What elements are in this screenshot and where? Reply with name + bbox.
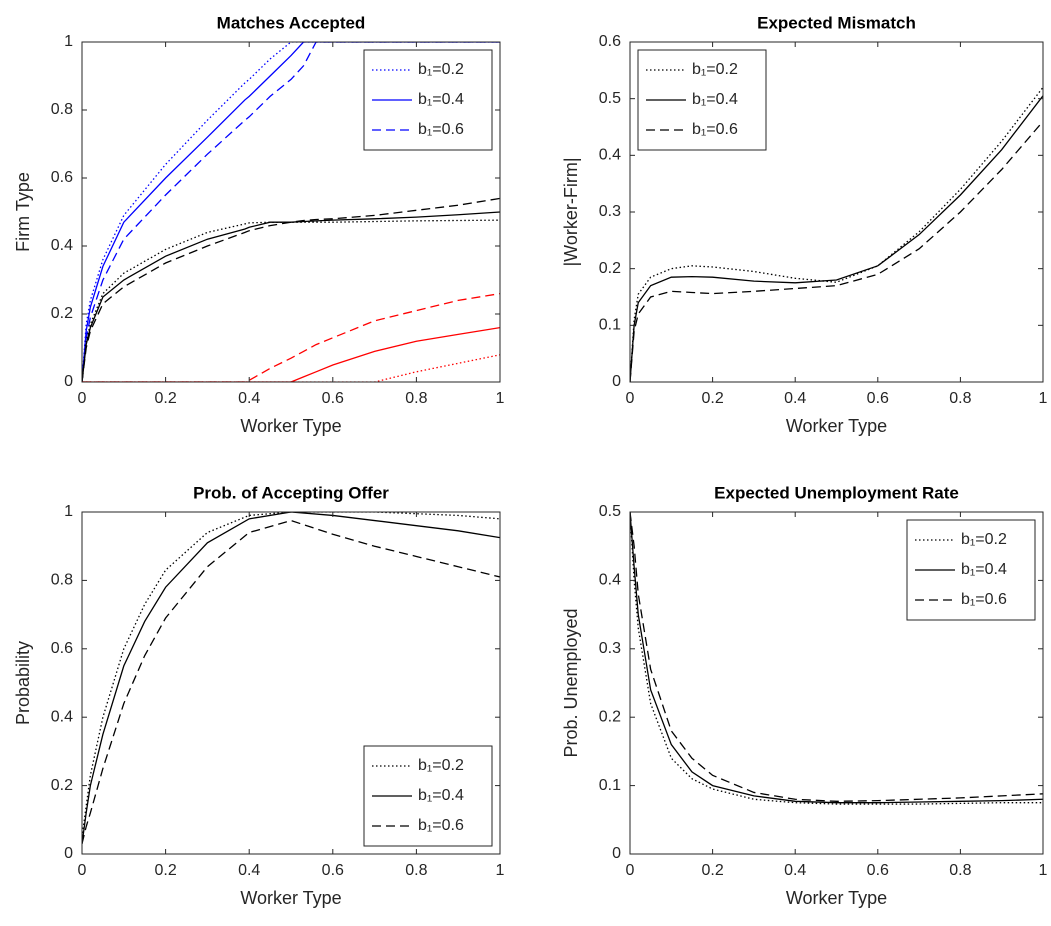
axes: 0 0.2 0.4 0.6 0.8 1 0 0.2 0.4 0.6 0.8 1 Prob. of Acc… bbox=[13, 483, 505, 907]
legend-label: b₁=0.4 bbox=[418, 91, 464, 108]
legend-label: b₁=0.6 bbox=[961, 591, 1007, 608]
series-line bbox=[82, 519, 500, 844]
chart-title: Prob. of Accepting Offer bbox=[193, 483, 389, 502]
legend-label: b₁=0.4 bbox=[418, 787, 464, 804]
series-line bbox=[82, 512, 500, 837]
x-tick-label: 0 bbox=[78, 390, 87, 407]
series-line bbox=[82, 219, 500, 382]
x-tick-label: 0.8 bbox=[949, 390, 971, 407]
y-tick-label: 0.3 bbox=[599, 203, 621, 220]
legend-label: b₁=0.2 bbox=[418, 757, 464, 774]
x-tick-label: 0.6 bbox=[867, 390, 889, 407]
y-tick-label: 1 bbox=[64, 503, 73, 520]
y-tick-label: 0.1 bbox=[599, 317, 621, 334]
series-line bbox=[82, 42, 500, 382]
legend-label: b₁=0.6 bbox=[418, 817, 464, 834]
legend-label: b₁=0.4 bbox=[692, 91, 738, 108]
legend-label: b₁=0.2 bbox=[692, 61, 738, 78]
y-tick-label: 0.2 bbox=[51, 305, 73, 322]
y-tick-label: 0 bbox=[64, 373, 73, 390]
y-tick-label: 0.4 bbox=[599, 572, 621, 589]
series-line bbox=[82, 512, 500, 844]
x-tick-label: 0.2 bbox=[701, 390, 723, 407]
x-tick-label: 0.6 bbox=[322, 862, 344, 879]
series-line bbox=[630, 120, 1043, 382]
axes: 0 0.2 0.4 0.6 0.8 1 0 0.2 0.4 0.6 0.8 1 Matches Acce… bbox=[13, 13, 505, 435]
x-axis-label: Worker Type bbox=[240, 416, 341, 436]
x-tick-label: 0.8 bbox=[949, 862, 971, 879]
x-tick-label: 0 bbox=[78, 862, 87, 879]
y-tick-label: 0.6 bbox=[51, 640, 73, 657]
x-tick-label: 1 bbox=[1039, 390, 1048, 407]
x-tick-label: 0.6 bbox=[867, 862, 889, 879]
legend-label: b₁=0.6 bbox=[418, 121, 464, 138]
x-axis-label: Worker Type bbox=[786, 888, 887, 908]
y-tick-label: 0.8 bbox=[51, 101, 73, 118]
x-tick-label: 0 bbox=[626, 390, 635, 407]
axes-box bbox=[629, 511, 1044, 855]
x-tick-label: 0.4 bbox=[784, 390, 806, 407]
axes-box bbox=[81, 41, 501, 383]
x-tick-label: 1 bbox=[1039, 862, 1048, 879]
legend-label: b₁=0.2 bbox=[418, 61, 464, 78]
y-tick-label: 0.3 bbox=[599, 640, 621, 657]
x-tick-label: 0 bbox=[626, 862, 635, 879]
y-tick-label: 0.4 bbox=[51, 708, 73, 725]
y-tick-label: 0.2 bbox=[599, 260, 621, 277]
series-line bbox=[82, 42, 500, 382]
x-tick-label: 0.8 bbox=[405, 862, 427, 879]
x-tick-label: 0.2 bbox=[701, 862, 723, 879]
series-line bbox=[82, 292, 500, 382]
series-line bbox=[82, 326, 500, 382]
axes: 0 0.2 0.4 0.6 0.8 1 0 0.1 0.2 0.3 0.4 0.5 Expected U… bbox=[561, 483, 1048, 907]
y-tick-label: 0.5 bbox=[599, 503, 621, 520]
y-axis-label: |Worker-Firm| bbox=[561, 157, 581, 266]
chart-title: Expected Mismatch bbox=[757, 13, 916, 32]
legend-label: b₁=0.2 bbox=[961, 531, 1007, 548]
x-tick-label: 0.2 bbox=[154, 390, 176, 407]
y-tick-label: 0.4 bbox=[599, 147, 621, 164]
y-tick-label: 0.2 bbox=[599, 708, 621, 725]
chart-title: Matches Accepted bbox=[217, 13, 366, 32]
y-tick-label: 1 bbox=[64, 33, 73, 50]
x-tick-label: 0.8 bbox=[405, 390, 427, 407]
x-axis-label: Worker Type bbox=[786, 416, 887, 436]
y-tick-label: 0.6 bbox=[51, 169, 73, 186]
y-axis-label: Probability bbox=[13, 641, 33, 725]
x-tick-label: 1 bbox=[496, 390, 505, 407]
y-tick-label: 0 bbox=[612, 373, 621, 390]
axes-box bbox=[81, 511, 501, 855]
series-line bbox=[82, 211, 500, 382]
x-tick-label: 0.4 bbox=[784, 862, 806, 879]
x-axis-label: Worker Type bbox=[240, 888, 341, 908]
legend-label: b₁=0.6 bbox=[692, 121, 738, 138]
x-tick-label: 0.2 bbox=[154, 862, 176, 879]
legend-label: b₁=0.4 bbox=[961, 561, 1007, 578]
y-tick-label: 0.2 bbox=[51, 777, 73, 794]
axes: 0 0.2 0.4 0.6 0.8 1 0 0.1 0.2 0.3 0.4 0.5 0.6 Expecte… bbox=[561, 13, 1048, 435]
x-tick-label: 1 bbox=[496, 862, 505, 879]
x-tick-label: 0.6 bbox=[322, 390, 344, 407]
y-axis-label: Prob. Unemployed bbox=[561, 608, 581, 757]
y-tick-label: 0.1 bbox=[599, 777, 621, 794]
x-tick-label: 0.4 bbox=[238, 390, 260, 407]
x-tick-label: 0.4 bbox=[238, 862, 260, 879]
chart-title: Expected Unemployment Rate bbox=[714, 483, 959, 502]
y-tick-label: 0 bbox=[612, 845, 621, 862]
y-tick-label: 0.4 bbox=[51, 237, 73, 254]
series-line bbox=[630, 512, 1043, 804]
y-axis-label: Firm Type bbox=[13, 172, 33, 252]
series-line bbox=[82, 197, 500, 382]
y-tick-label: 0 bbox=[64, 845, 73, 862]
y-tick-label: 0.5 bbox=[599, 90, 621, 107]
y-tick-label: 0.6 bbox=[599, 33, 621, 50]
series-line bbox=[630, 95, 1043, 382]
y-tick-label: 0.8 bbox=[51, 572, 73, 589]
series-line bbox=[630, 512, 1043, 802]
